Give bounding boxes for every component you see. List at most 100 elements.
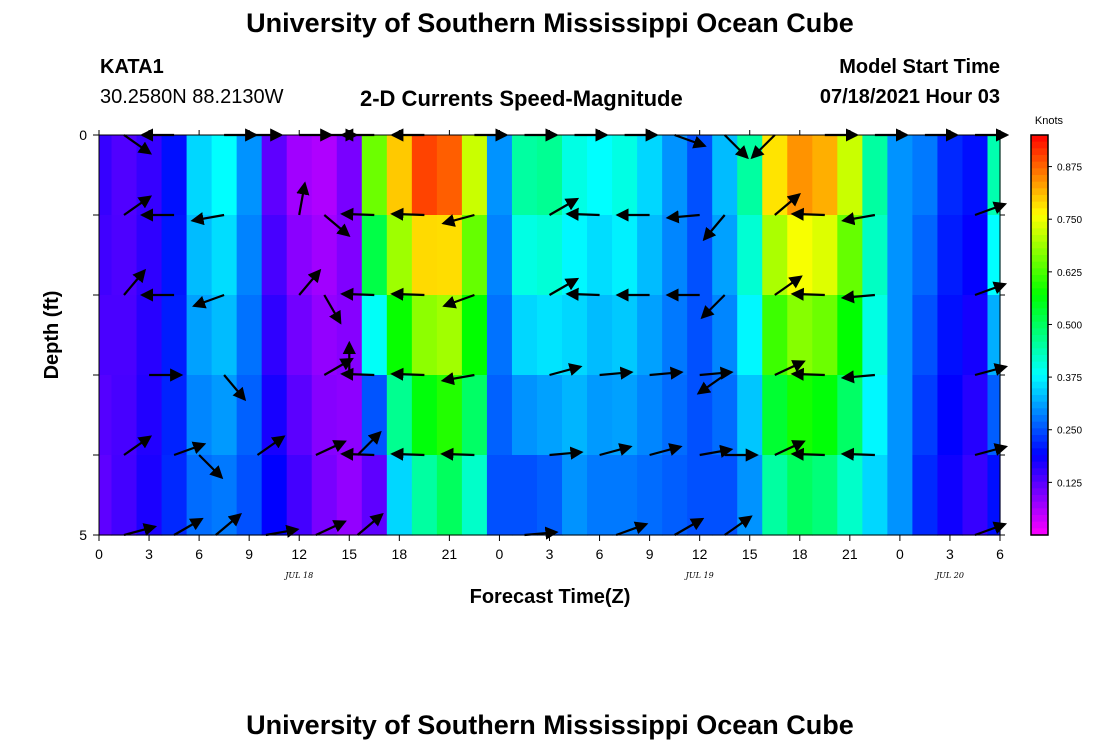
current-arrow <box>548 277 580 296</box>
colorbar-swatch <box>1031 408 1048 416</box>
colorbar-swatch <box>1031 241 1048 249</box>
heatmap-cell <box>712 295 738 376</box>
heatmap-cell <box>99 375 113 456</box>
x-tick-label: 0 <box>95 546 103 562</box>
heatmap-cell <box>486 135 513 216</box>
heatmap-cell <box>887 455 914 536</box>
heatmap-cell <box>261 215 288 296</box>
heatmap-cell <box>311 375 338 456</box>
current-arrow <box>356 430 382 456</box>
heatmap-cell <box>737 295 763 376</box>
current-arrow <box>440 447 475 461</box>
heatmap-cell <box>436 295 463 376</box>
heatmap-cell <box>962 135 989 216</box>
current-arrow <box>774 440 806 456</box>
current-arrow <box>223 374 247 402</box>
colorbar-swatch <box>1031 175 1048 183</box>
heatmap-cell <box>612 375 638 456</box>
current-arrow <box>323 357 354 376</box>
heatmap-cell <box>161 215 188 296</box>
current-arrow <box>774 192 801 216</box>
heatmap-cell <box>987 295 1001 376</box>
heatmap-cell <box>261 135 288 216</box>
heatmap-cell <box>812 215 838 296</box>
heatmap-cell <box>937 455 964 536</box>
heatmap-cell <box>687 135 713 216</box>
current-arrow <box>123 268 147 296</box>
heatmap-cell <box>511 135 538 216</box>
heatmap-cell <box>712 135 738 216</box>
heatmap-cell <box>361 295 388 376</box>
current-arrow <box>323 214 351 238</box>
current-arrow <box>649 443 683 457</box>
current-arrow <box>974 363 1009 377</box>
heatmap-cell <box>361 455 388 536</box>
current-arrow <box>548 197 580 216</box>
current-arrow <box>790 447 825 461</box>
heatmap-cell <box>136 455 163 536</box>
colorbar-swatch <box>1031 195 1048 203</box>
heatmap-cell <box>862 455 888 536</box>
heatmap-cell <box>336 215 363 296</box>
heatmap-cell <box>612 295 638 376</box>
x-tick-label: 21 <box>442 546 458 562</box>
colorbar-swatch <box>1031 321 1048 329</box>
heatmap-cell <box>912 215 939 296</box>
heatmap-cell <box>612 215 638 296</box>
current-arrow <box>774 360 806 376</box>
heatmap-cell <box>737 375 763 456</box>
current-arrow <box>674 133 707 149</box>
colorbar-swatch <box>1031 168 1048 176</box>
colorbar-swatch <box>1031 275 1048 283</box>
colorbar-swatch <box>1031 501 1048 509</box>
heatmap-cell <box>887 215 914 296</box>
current-arrow <box>198 454 224 480</box>
colorbar-swatch <box>1031 521 1048 529</box>
heatmap-cell <box>562 455 588 536</box>
current-arrow <box>296 181 310 216</box>
colorbar-swatch <box>1031 515 1048 523</box>
colorbar-swatch <box>1031 335 1048 343</box>
current-arrow <box>774 275 803 296</box>
heatmap-cell <box>587 375 613 456</box>
colorbar-swatch <box>1031 381 1048 389</box>
heatmap-cell <box>712 215 738 296</box>
heatmap-cell <box>386 135 413 216</box>
current-arrow <box>340 287 375 301</box>
current-arrow <box>699 366 734 380</box>
heatmap-cell <box>962 295 989 376</box>
colorbar-swatch <box>1031 308 1048 316</box>
heatmap-cell <box>511 455 538 536</box>
heatmap-cell <box>436 215 463 296</box>
station-coords: 30.2580N 88.2130W <box>100 86 284 108</box>
heatmap-cell <box>687 295 713 376</box>
heatmap-cell <box>311 295 338 376</box>
heatmap-cell <box>461 135 488 216</box>
heatmap-cell <box>211 135 238 216</box>
station-id: KATA1 <box>100 56 164 78</box>
heatmap-cell <box>236 215 263 296</box>
heatmap-cell <box>637 455 663 536</box>
x-tick-label: 0 <box>496 546 504 562</box>
current-arrow <box>724 515 753 536</box>
current-arrow <box>790 367 825 381</box>
colorbar-swatch <box>1031 135 1048 143</box>
heatmap-cell <box>662 375 688 456</box>
heatmap-cell <box>161 295 188 376</box>
current-arrow <box>323 294 342 325</box>
heatmap-cell <box>762 295 788 376</box>
heatmap-cell <box>637 215 663 296</box>
colorbar-tick-label: 0.375 <box>1057 373 1082 384</box>
heatmap-cell <box>662 215 688 296</box>
colorbar-swatch <box>1031 148 1048 156</box>
heatmap-cell <box>261 455 288 536</box>
colorbar-swatch <box>1031 161 1048 169</box>
heatmap-cell <box>411 215 438 296</box>
heatmap-cell <box>837 135 863 216</box>
heatmap-cell <box>211 215 238 296</box>
page-title: University of Southern Mississippi Ocean… <box>246 8 854 38</box>
colorbar-swatch <box>1031 388 1048 396</box>
current-arrow <box>265 524 300 538</box>
current-arrow <box>790 207 825 221</box>
heatmap-cell <box>386 375 413 456</box>
